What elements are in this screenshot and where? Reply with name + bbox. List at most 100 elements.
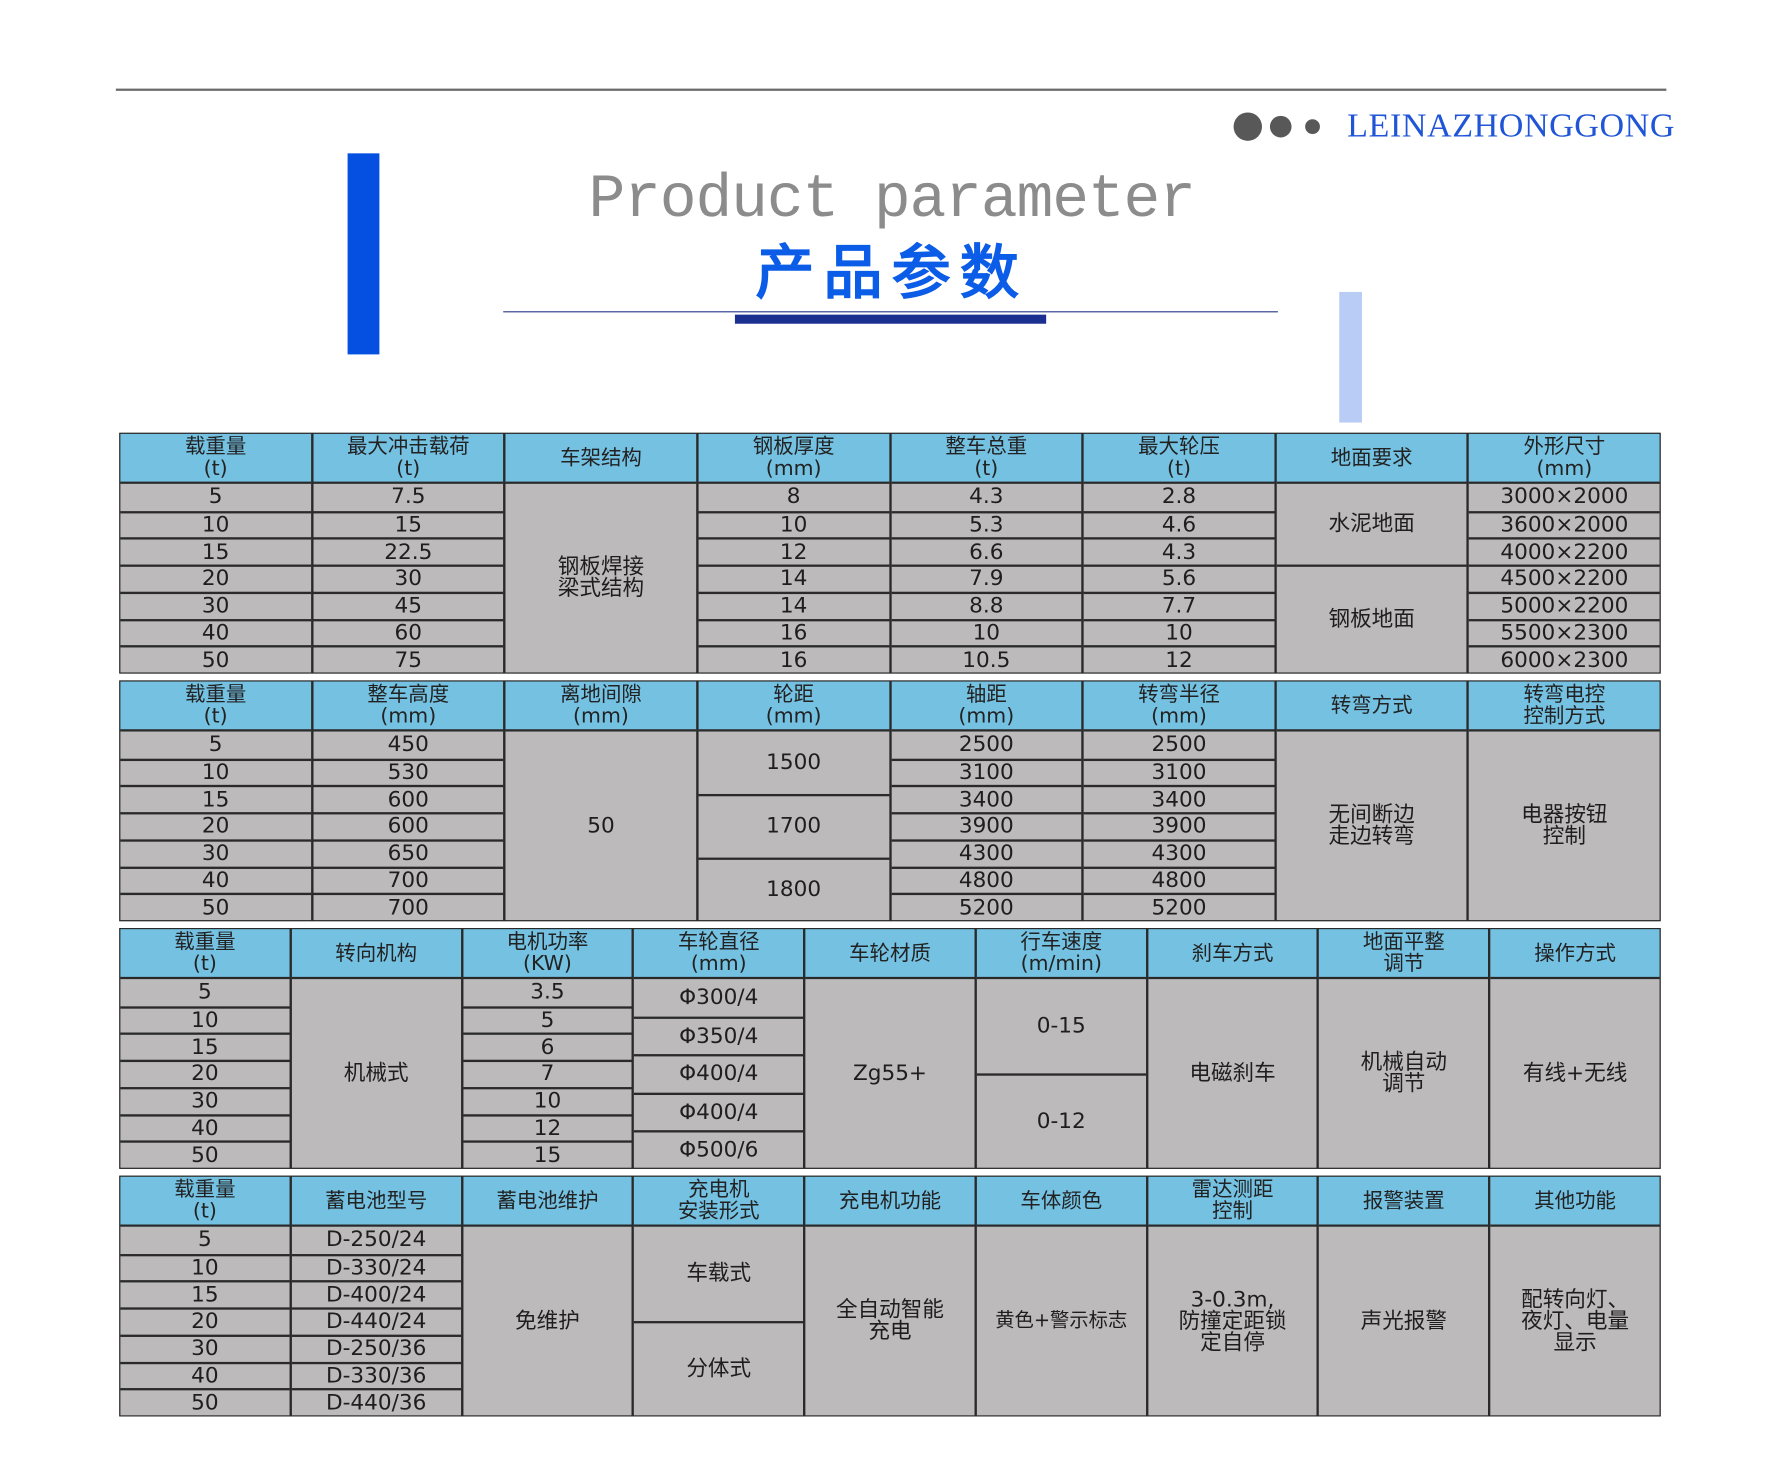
table-cell: 7.7: [1083, 591, 1275, 619]
header-unit: 安装形式: [677, 1199, 760, 1224]
column-header: 车架结构: [505, 433, 697, 484]
table-cell: 5: [120, 1226, 290, 1254]
table-cell: 7.9: [891, 564, 1082, 592]
header-label: 车轮材质: [849, 941, 931, 965]
table-cell: 5500×2300: [1469, 618, 1660, 646]
header-label: 转弯方式: [1330, 693, 1413, 718]
column-header: 车轮材质: [805, 929, 975, 980]
table-cell: D-250/36: [291, 1334, 461, 1362]
table-column: 最大轮压 (t) 2.8 4.6 4.3 5.6 7.7 10 12: [1081, 433, 1275, 673]
dot-icon-small: [1305, 119, 1320, 135]
header-label: 轮距: [773, 682, 815, 707]
table-cell: 12: [462, 1113, 632, 1141]
table-cell: 钢板焊接 梁式结构: [505, 483, 697, 673]
table-column: 车轮材质 Zg55+: [803, 929, 975, 1168]
column-header: 车轮直径 (mm): [634, 929, 804, 980]
table-cell: 5: [120, 483, 311, 511]
table-cell: 15: [120, 1280, 290, 1308]
table-cell: 14: [698, 564, 889, 592]
header-unit: (mm): [765, 456, 822, 481]
header-unit: (mm): [380, 704, 437, 729]
header-label: 车轮直径: [677, 930, 760, 955]
column-header: 载重量 (t): [120, 1176, 290, 1227]
table-cell: 700: [313, 866, 504, 894]
column-header: 蓄电池型号: [291, 1176, 461, 1227]
table-cell: 16: [698, 645, 889, 673]
table-cell: 2500: [1083, 731, 1275, 759]
column-header: 载重量 (t): [120, 681, 311, 732]
table-cell: 5200: [1083, 893, 1275, 920]
table-cell: Zg55+: [805, 979, 975, 1168]
table-cell: 1800: [698, 857, 889, 921]
column-header: 轴距 (mm): [891, 681, 1082, 732]
table-cell: 15: [462, 1140, 632, 1168]
column-header: 转向机构: [291, 929, 461, 980]
spec-table-2: 载重量 (t) 5 10 15 20 30 40 50 整车高度 (mm) 450 530 600 600 6…: [119, 680, 1661, 922]
table-column: 载重量 (t) 5 10 15 20 30 40 50: [120, 681, 311, 921]
column-header: 蓄电池维护: [462, 1176, 632, 1227]
table-column: 操作方式 有线+无线: [1488, 929, 1660, 1168]
table-cell: 22.5: [313, 537, 504, 565]
table-cell: 20: [120, 812, 311, 840]
header-label: 转向机构: [335, 941, 418, 965]
table-cell: 450: [313, 731, 504, 759]
column-header: 转弯方式: [1276, 681, 1467, 732]
table-cell: 5200: [891, 893, 1082, 920]
column-header: 整车总重 (t): [891, 433, 1082, 484]
header-label: 其他功能: [1534, 1188, 1616, 1213]
table-cell: 4300: [1083, 839, 1275, 867]
table-cell: 7.5: [313, 483, 504, 511]
header-label: 雷达测距: [1191, 1177, 1274, 1202]
header-label: 地面要求: [1330, 445, 1413, 470]
table-cell: 5.6: [1083, 564, 1275, 592]
table-cell: 配转向灯、 夜灯、电量 显示: [1490, 1226, 1660, 1416]
table-column: 充电机 安装形式 车载式 分体式: [631, 1176, 804, 1416]
table-cell: 15: [120, 785, 311, 813]
table-cell: 免维护: [462, 1226, 632, 1416]
header-label: 车架结构: [560, 445, 642, 470]
table-cell: 3.5: [462, 979, 632, 1007]
table-cell: 6.6: [891, 537, 1082, 565]
top-divider: [115, 88, 1667, 91]
table-cell: 声光报警: [1319, 1226, 1489, 1416]
table-cell: 4.3: [891, 483, 1082, 511]
table-cell: 全自动智能 充电: [805, 1226, 975, 1416]
table-column: 报警装置 声光报警: [1317, 1176, 1489, 1416]
table-cell: 5: [462, 1006, 632, 1033]
table-cell: 分体式: [634, 1321, 804, 1416]
table-cell: 4500×2200: [1469, 564, 1660, 592]
table-column: 刹车方式 电磁刹车: [1145, 929, 1318, 1168]
column-header: 转弯半径 (mm): [1083, 681, 1275, 732]
table-cell: 10: [462, 1086, 632, 1114]
column-header: 转弯电控 控制方式: [1469, 681, 1660, 732]
table-cell: 3100: [891, 758, 1082, 786]
table-cell: 4.3: [1083, 537, 1275, 565]
header-label: 轴距: [965, 682, 1007, 707]
table-cell: Φ500/6: [634, 1129, 804, 1168]
column-header: 最大冲击载荷 (t): [313, 433, 504, 484]
table-column: 电机功率 (KW) 3.5 5 6 7 10 12 15: [460, 929, 632, 1168]
header-unit: 控制方式: [1523, 704, 1606, 729]
table-cell: 60: [313, 618, 504, 646]
table-cell: 75: [313, 645, 504, 673]
table-cell: Φ350/4: [634, 1016, 804, 1055]
table-cell: 30: [313, 564, 504, 592]
table-column: 轴距 (mm) 2500 3100 3400 3900 4300 4800 5200: [888, 681, 1082, 921]
table-cell: 50: [505, 731, 697, 921]
spec-table-4: 载重量 (t) 5 10 15 20 30 40 50 蓄电池型号 D-250/24 D-330/24…: [119, 1175, 1661, 1417]
table-cell: 无间断边 走边转弯: [1276, 731, 1467, 921]
table-cell: 10: [120, 510, 311, 538]
table-cell: Φ400/4: [634, 1092, 804, 1130]
column-header: 电机功率 (KW): [462, 929, 632, 980]
table-cell: 50: [120, 645, 311, 673]
table-cell: 40: [120, 1361, 290, 1389]
table-cell: 8.8: [891, 591, 1082, 619]
table-cell: 16: [698, 618, 889, 646]
table-cell: 3-0.3m, 防撞定距锁 定自停: [1148, 1226, 1318, 1416]
header-label: 外形尺寸: [1523, 435, 1606, 459]
table-cell: D-250/24: [291, 1226, 461, 1254]
table-cell: 1500: [698, 731, 889, 795]
table-cell: Φ300/4: [634, 979, 804, 1017]
table-cell: 0-15: [976, 979, 1146, 1074]
header-unit: (mm): [958, 704, 1015, 729]
